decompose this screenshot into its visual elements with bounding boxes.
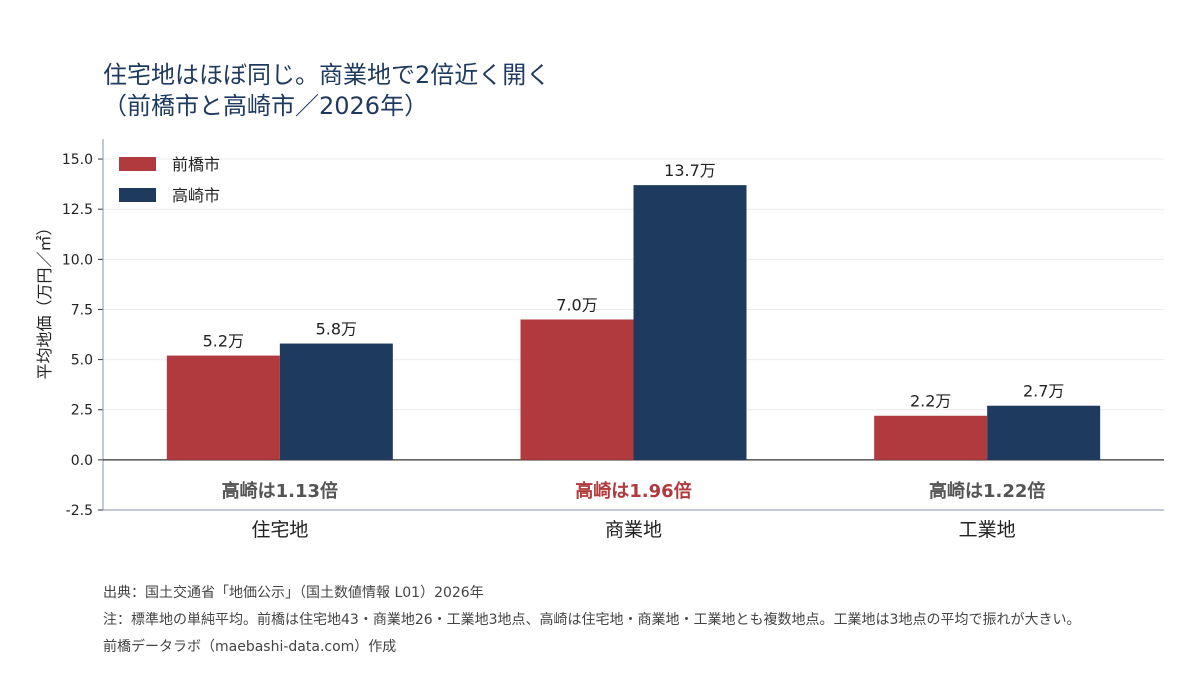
chart-title: 住宅地はほぼ同じ。商業地で2倍近く開く （前橋市と高崎市／2026年）	[103, 60, 550, 122]
ratio-annotation: 高崎は1.13倍	[222, 480, 338, 502]
bar-chart: -2.5 0.0 2.5 5.0 7.5 10.0 12.5 15.0 平均地価（万円／㎡） 5.…	[35, 139, 1164, 541]
y-tick-label: 5.0	[71, 353, 93, 369]
y-tick-label: 12.5	[62, 202, 93, 218]
legend-label: 前橋市	[172, 155, 220, 174]
bar-takasaki	[987, 405, 1101, 460]
credit: 前橋データラボ（maebashi-data.com）作成	[103, 639, 397, 655]
y-tick-label: 7.5	[71, 302, 93, 318]
source-note: 出典：国土交通省「地価公示」（国土数値情報 L01）2026年	[103, 585, 484, 601]
bar-value-label: 7.0万	[556, 295, 597, 314]
footnote: 注：標準地の単純平均。前橋は住宅地43・商業地26・工業地3地点、高崎は住宅地・…	[103, 612, 1081, 628]
x-tick-label: 商業地	[605, 519, 662, 541]
bar-maebashi	[874, 415, 988, 460]
bar-value-label: 5.8万	[316, 320, 357, 339]
legend-label: 高崎市	[172, 186, 220, 205]
y-tick-label: -2.5	[66, 503, 93, 519]
y-tick-label: 0.0	[71, 453, 93, 469]
bar-maebashi	[520, 319, 634, 460]
bar-takasaki	[633, 185, 747, 460]
y-tick-label: 10.0	[62, 252, 93, 268]
chart-title-line1: 住宅地はほぼ同じ。商業地で2倍近く開く	[103, 61, 551, 89]
legend-swatch	[119, 188, 156, 202]
x-tick-label: 住宅地	[251, 519, 308, 541]
x-tick-label: 工業地	[959, 519, 1016, 541]
y-tick-label: 2.5	[71, 403, 93, 419]
ratio-annotation: 高崎は1.22倍	[929, 480, 1045, 502]
y-axis-label: 平均地価（万円／㎡）	[35, 219, 54, 379]
bar-value-label: 2.2万	[910, 392, 951, 411]
bar-value-label: 13.7万	[664, 161, 716, 180]
y-tick-label: 15.0	[62, 152, 93, 168]
bar-takasaki	[279, 343, 393, 460]
chart-title-line2: （前橋市と高崎市／2026年）	[103, 92, 429, 120]
ratio-annotation: 高崎は1.96倍	[575, 480, 691, 502]
legend-swatch	[119, 157, 156, 171]
bar-value-label: 5.2万	[203, 332, 244, 351]
bar-value-label: 2.7万	[1023, 382, 1064, 401]
bar-maebashi	[166, 355, 280, 460]
